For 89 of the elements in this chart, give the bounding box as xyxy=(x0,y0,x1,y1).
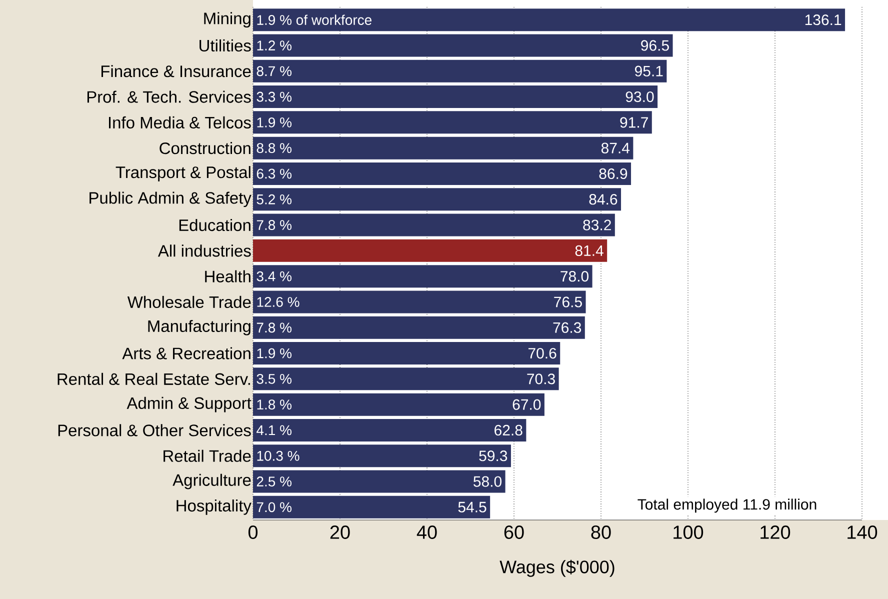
data-label: 87.4 xyxy=(601,142,630,154)
data-label: 70.3 xyxy=(527,374,555,384)
bar xyxy=(253,111,652,134)
y-tick-label: Hospitality xyxy=(176,499,252,515)
annotation: 2.5 % xyxy=(256,476,292,486)
x-tick-label: 120 xyxy=(760,526,790,539)
bar xyxy=(253,162,632,185)
annotation: 8.8 % xyxy=(256,143,292,154)
data-label: 96.5 xyxy=(641,40,669,51)
y-tick-label: Info Media & Telcos xyxy=(109,116,251,128)
annotation: 3.3 % xyxy=(256,92,292,102)
y-tick-label: Finance & Insurance xyxy=(101,65,251,78)
y-tick-label: Mining xyxy=(204,12,250,28)
bar xyxy=(253,265,592,288)
y-tick-label: Prof. & Tech. Services xyxy=(87,90,251,103)
annotation: 8.7 % xyxy=(256,66,292,76)
annotation: 10.3 % xyxy=(257,450,300,461)
y-tick-label: Rental & Real Estate Serv. xyxy=(58,372,250,385)
data-label: 95.1 xyxy=(634,66,663,76)
y-tick-label: Health xyxy=(205,270,250,282)
x-tick-label: 60 xyxy=(504,526,524,539)
annotation: 1.8 % xyxy=(257,400,292,410)
data-label: 62.8 xyxy=(494,424,522,436)
y-tick-label: Wholesale Trade xyxy=(127,296,251,308)
x-tick-label: 140 xyxy=(848,526,878,539)
data-label: 136.1 xyxy=(805,14,842,26)
x-tick-label: 40 xyxy=(416,526,437,539)
data-label: 83.2 xyxy=(583,220,611,230)
bar xyxy=(253,290,586,314)
annotation: 3.5 % xyxy=(256,374,292,384)
annotation: 12.6 % xyxy=(257,297,300,307)
y-tick-label: Retail Trade xyxy=(164,450,251,462)
y-tick-label: All industries xyxy=(158,244,251,257)
annotation: 7.8 % xyxy=(256,322,292,333)
y-tick-label: Utilities xyxy=(200,39,251,52)
data-label: 58.0 xyxy=(474,476,502,487)
y-tick-label: Construction xyxy=(160,142,250,154)
bar xyxy=(253,188,622,211)
bar xyxy=(253,136,634,160)
annotation: 3.4 % xyxy=(256,271,292,282)
bar xyxy=(253,8,846,32)
bar xyxy=(253,34,673,57)
bar xyxy=(253,214,615,236)
bar xyxy=(253,470,506,493)
annotation: 1.9 % xyxy=(257,117,292,128)
data-label: 78.0 xyxy=(560,271,589,282)
data-label: 76.5 xyxy=(554,296,582,308)
data-label: 84.6 xyxy=(589,194,618,205)
data-label: 91.7 xyxy=(620,117,648,128)
x-tick-label: 100 xyxy=(674,526,704,539)
bar xyxy=(253,418,526,442)
annotation: 1.9 % xyxy=(257,348,292,358)
y-tick-label: Arts & Recreation xyxy=(122,347,250,360)
annotation: 1.9 % of workforce xyxy=(257,14,372,25)
x-tick-label: 80 xyxy=(591,526,611,539)
data-label: 59.3 xyxy=(479,450,508,462)
y-tick-label: Transport & Postal xyxy=(116,166,250,182)
annotation: 5.2 % xyxy=(256,194,292,204)
y-tick-label: Public Admin & Safety xyxy=(90,192,252,208)
data-label: 93.0 xyxy=(626,91,654,102)
bar xyxy=(253,368,559,390)
annotation: 1.2 % xyxy=(257,40,292,50)
bar xyxy=(253,496,490,518)
x-tick-label: 0 xyxy=(248,526,258,539)
data-label: 70.6 xyxy=(528,348,556,359)
bar xyxy=(253,316,585,339)
y-tick-label: Manufacturing xyxy=(148,320,250,336)
annotation: 7.0 % xyxy=(256,502,292,512)
data-label: 81.4 xyxy=(575,245,604,256)
data-label: 54.5 xyxy=(458,502,486,512)
bar xyxy=(253,444,511,468)
y-tick-label: Admin & Support xyxy=(126,396,252,412)
bar xyxy=(253,239,608,262)
x-tick-label: 20 xyxy=(330,526,350,539)
bar xyxy=(253,86,658,108)
x-axis-title: Wages ($'000) xyxy=(500,560,614,577)
annotation: Total employed 11.9 million xyxy=(638,498,816,513)
y-tick-label: Personal & Other Services xyxy=(58,424,251,436)
y-tick-label: Agriculture xyxy=(172,474,251,490)
data-label: 86.9 xyxy=(599,168,628,180)
annotation: 6.3 % xyxy=(256,168,292,179)
y-tick-label: Education xyxy=(179,218,250,232)
data-label: 67.0 xyxy=(512,399,541,410)
bar xyxy=(253,60,667,82)
bar xyxy=(253,393,544,416)
data-label: 76.3 xyxy=(553,322,582,333)
annotation: 4.1 % xyxy=(256,425,292,436)
bar xyxy=(253,342,560,365)
annotation: 7.8 % xyxy=(256,220,292,230)
